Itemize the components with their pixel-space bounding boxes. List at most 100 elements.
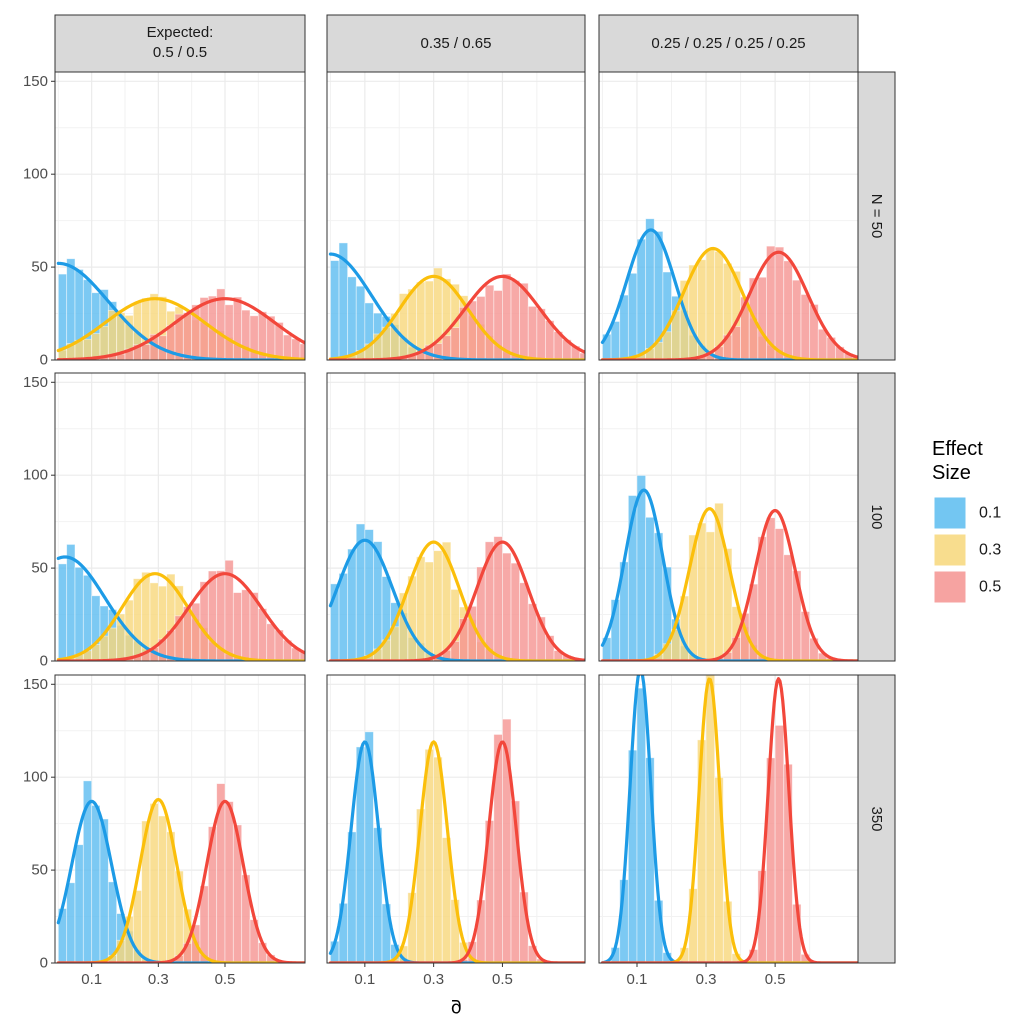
histogram-bar <box>191 602 201 661</box>
histogram-bar <box>791 279 802 360</box>
histogram-bar <box>224 304 234 360</box>
panel-3-1: 0 50 100 150 0.1 0.3 0.5 <box>23 674 306 988</box>
histogram-bar <box>510 800 521 963</box>
histogram-bar <box>722 548 733 661</box>
column-strip-label: 0.25 / 0.25 / 0.25 / 0.25 <box>651 35 805 52</box>
panel-plot-area <box>600 675 858 963</box>
histogram-bar <box>519 282 529 360</box>
x-tick-label: 0.3 <box>423 971 444 988</box>
panel-1-1: 0 50 100 150 <box>23 71 306 369</box>
histogram-bar <box>510 562 521 661</box>
panel-plot-area <box>600 218 858 360</box>
histogram-bar <box>241 589 251 661</box>
legend-title: Effect <box>932 438 983 460</box>
density-curve-0.1 <box>328 740 585 963</box>
panel-plot-area <box>328 523 585 661</box>
density-curve-0.3 <box>600 677 858 963</box>
histogram-bar <box>266 623 276 661</box>
column-strip-label: Expected: <box>147 24 214 41</box>
row-strip <box>857 372 896 662</box>
density-curve-0.5 <box>56 799 305 963</box>
histogram-bar <box>705 531 716 661</box>
panel-border <box>54 372 306 662</box>
histogram-bar <box>484 284 495 360</box>
histogram-bar <box>774 724 785 963</box>
y-tick-label: 0 <box>40 352 48 369</box>
histogram-bar <box>57 563 68 661</box>
panel-border <box>326 71 586 361</box>
panel-plot-area <box>600 475 858 661</box>
histogram-bar <box>157 815 168 963</box>
panel-2-3 <box>598 372 859 662</box>
x-tick-label: 0.3 <box>148 971 169 988</box>
y-tick-label: 100 <box>23 769 48 786</box>
histogram-bar <box>347 276 357 360</box>
histogram-bar <box>282 334 293 360</box>
legend-title: Size <box>932 462 971 484</box>
histogram-bar <box>757 276 767 360</box>
histogram-bar <box>502 552 512 661</box>
histogram-bar <box>149 803 159 963</box>
histogram-bar <box>774 528 785 661</box>
histogram-bar <box>731 326 741 360</box>
histogram-bar <box>99 635 109 661</box>
histogram-0.5 <box>697 245 858 360</box>
histogram-bar <box>493 536 503 661</box>
x-tick-label: 0.1 <box>81 971 102 988</box>
column-strip <box>598 14 859 73</box>
histogram-bar <box>330 260 340 360</box>
histogram-bar <box>433 756 443 963</box>
panel-border <box>54 674 306 964</box>
panel-border <box>598 372 859 662</box>
histogram-bar <box>347 548 357 661</box>
row-strip-label: N = 50 <box>868 194 885 239</box>
legend-key-0.1 <box>933 496 967 530</box>
histogram-bar <box>74 844 84 963</box>
histogram-bar <box>74 566 84 661</box>
histogram-bar <box>527 305 538 360</box>
histogram-0.1 <box>330 731 409 963</box>
panel-plot-area <box>328 242 585 360</box>
y-tick-label: 150 <box>23 374 48 391</box>
x-tick-label: 0.5 <box>765 971 786 988</box>
density-curve-0.5 <box>328 540 585 661</box>
density-curve-0.5 <box>328 740 585 963</box>
histogram-bar <box>450 327 460 360</box>
histogram-bar <box>66 882 76 963</box>
histogram-bar <box>291 338 301 360</box>
panel-plot-area <box>56 258 305 360</box>
density-curve-0.1 <box>56 555 305 661</box>
x-tick-label: 0.1 <box>354 971 375 988</box>
histogram-bar <box>232 592 243 661</box>
panel-border <box>54 71 306 361</box>
y-tick-label: 150 <box>23 676 48 693</box>
panel-1-2 <box>326 71 586 361</box>
panel-border <box>598 71 859 361</box>
density-curve-0.1 <box>328 252 585 360</box>
row-strip <box>857 71 896 361</box>
histogram-bar <box>338 572 349 661</box>
histogram-bar <box>619 294 629 360</box>
histogram-bar <box>774 246 785 360</box>
density-curve-0.3 <box>328 274 585 360</box>
x-tick-label: 0.1 <box>627 971 648 988</box>
histogram-bar <box>207 570 218 661</box>
density-curve-0.3 <box>56 297 305 360</box>
histogram-bar <box>645 516 655 661</box>
panel-border <box>598 674 859 964</box>
density-curve-0.5 <box>56 297 305 360</box>
panel-3-3: 0.1 0.3 0.5 <box>598 674 859 988</box>
column-strip <box>326 14 586 73</box>
histogram-bar <box>645 218 655 360</box>
histogram-bar <box>662 331 672 360</box>
histogram-0.3 <box>645 502 776 661</box>
y-tick-label: 50 <box>31 259 48 276</box>
histogram-bar <box>224 801 234 963</box>
histogram-bar <box>800 294 811 360</box>
legend-label: 0.5 <box>979 579 1001 596</box>
histogram-bar <box>182 312 193 360</box>
histogram-bar <box>364 529 374 661</box>
histogram-bar <box>627 272 638 360</box>
column-strip-label: 0.35 / 0.65 <box>421 35 492 52</box>
